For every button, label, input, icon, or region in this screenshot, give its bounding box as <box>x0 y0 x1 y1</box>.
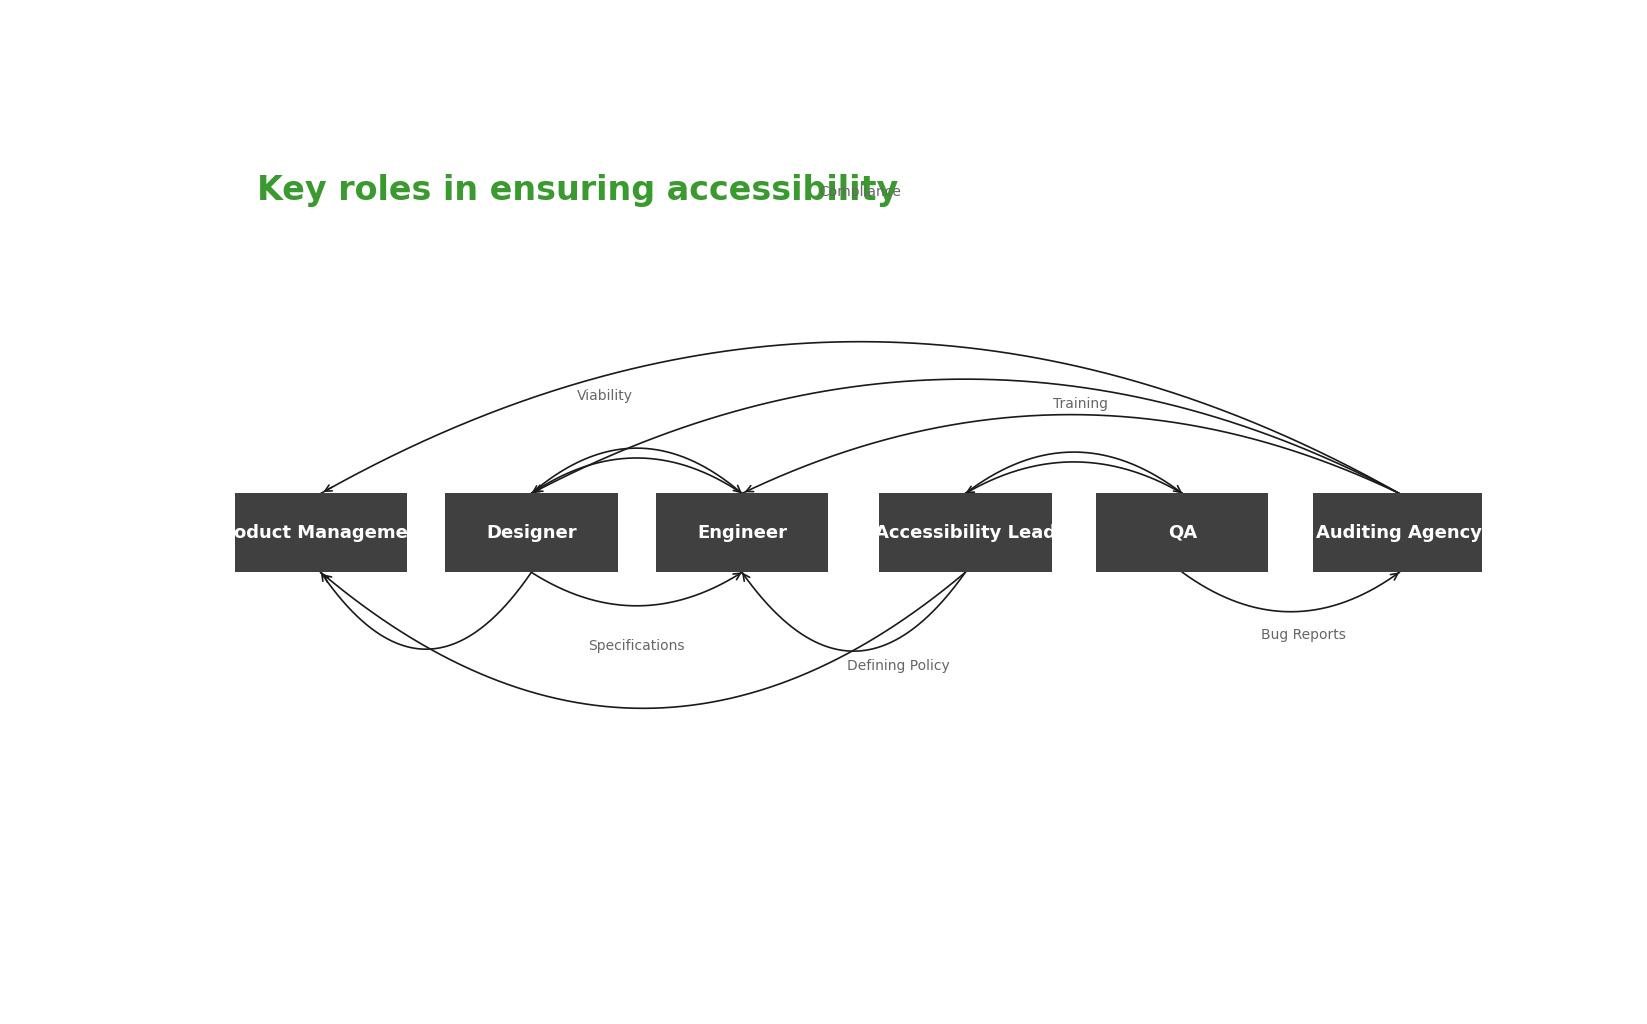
Text: Compliance: Compliance <box>819 185 901 199</box>
Text: Auditing Agency: Auditing Agency <box>1316 524 1482 542</box>
Text: Bug Reports: Bug Reports <box>1262 628 1346 641</box>
Text: Accessibility Lead: Accessibility Lead <box>875 524 1056 542</box>
FancyBboxPatch shape <box>879 494 1051 572</box>
Text: Key roles in ensuring accessibility: Key roles in ensuring accessibility <box>257 174 898 207</box>
Text: Training: Training <box>1052 397 1108 411</box>
FancyBboxPatch shape <box>1097 494 1268 572</box>
Text: Viability: Viability <box>576 389 632 403</box>
Text: Engineer: Engineer <box>697 524 787 542</box>
Text: Specifications: Specifications <box>588 639 685 653</box>
Text: Designer: Designer <box>486 524 576 542</box>
Text: Defining Policy: Defining Policy <box>847 659 950 673</box>
FancyBboxPatch shape <box>1313 494 1486 572</box>
FancyBboxPatch shape <box>445 494 618 572</box>
FancyBboxPatch shape <box>234 494 407 572</box>
FancyBboxPatch shape <box>656 494 828 572</box>
Text: QA: QA <box>1168 524 1197 542</box>
Text: Product Management: Product Management <box>212 524 430 542</box>
